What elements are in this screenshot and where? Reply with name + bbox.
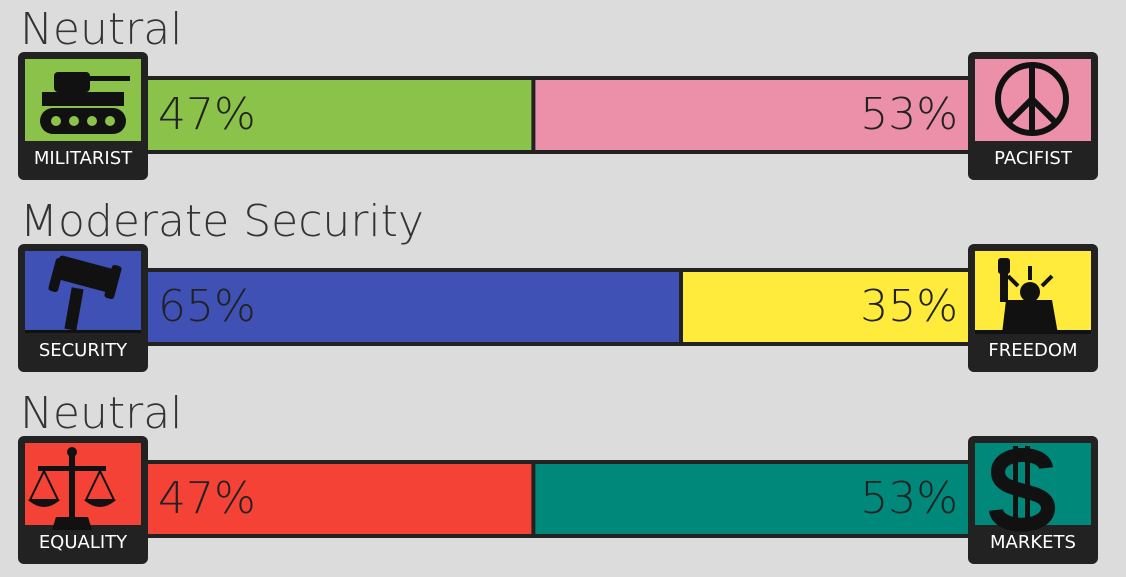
dollar-icon xyxy=(989,446,1056,532)
bars xyxy=(144,76,972,538)
axis-title: Neutral xyxy=(20,4,182,55)
bar-right xyxy=(683,272,968,342)
left-percent: 47% xyxy=(158,473,256,524)
left-percent: 65% xyxy=(158,281,256,332)
right-label: FREEDOM xyxy=(988,340,1077,361)
bar-left xyxy=(148,80,532,150)
gavel-icon xyxy=(25,255,141,333)
axis-title: Moderate Security xyxy=(20,196,424,247)
statue-icon xyxy=(975,258,1091,334)
right-percent: 53% xyxy=(860,89,958,140)
right-label: MARKETS xyxy=(990,532,1076,553)
peace-icon xyxy=(995,62,1069,136)
bar-right xyxy=(535,464,968,534)
scales-icon xyxy=(28,447,116,530)
axis-title: Neutral xyxy=(20,388,182,439)
bar-right xyxy=(535,80,968,150)
left-percent: 47% xyxy=(158,89,256,140)
left-label: MILITARIST xyxy=(34,148,133,169)
left-label: EQUALITY xyxy=(39,532,128,553)
right-label: PACIFIST xyxy=(994,148,1073,169)
icons xyxy=(25,62,1091,532)
left-label: SECURITY xyxy=(39,340,128,361)
right-percent: 35% xyxy=(860,281,958,332)
tank-icon xyxy=(40,72,130,134)
bar-left xyxy=(148,464,532,534)
bar-left xyxy=(148,272,679,342)
right-percent: 53% xyxy=(860,473,958,524)
left-icon-bg xyxy=(25,443,141,525)
